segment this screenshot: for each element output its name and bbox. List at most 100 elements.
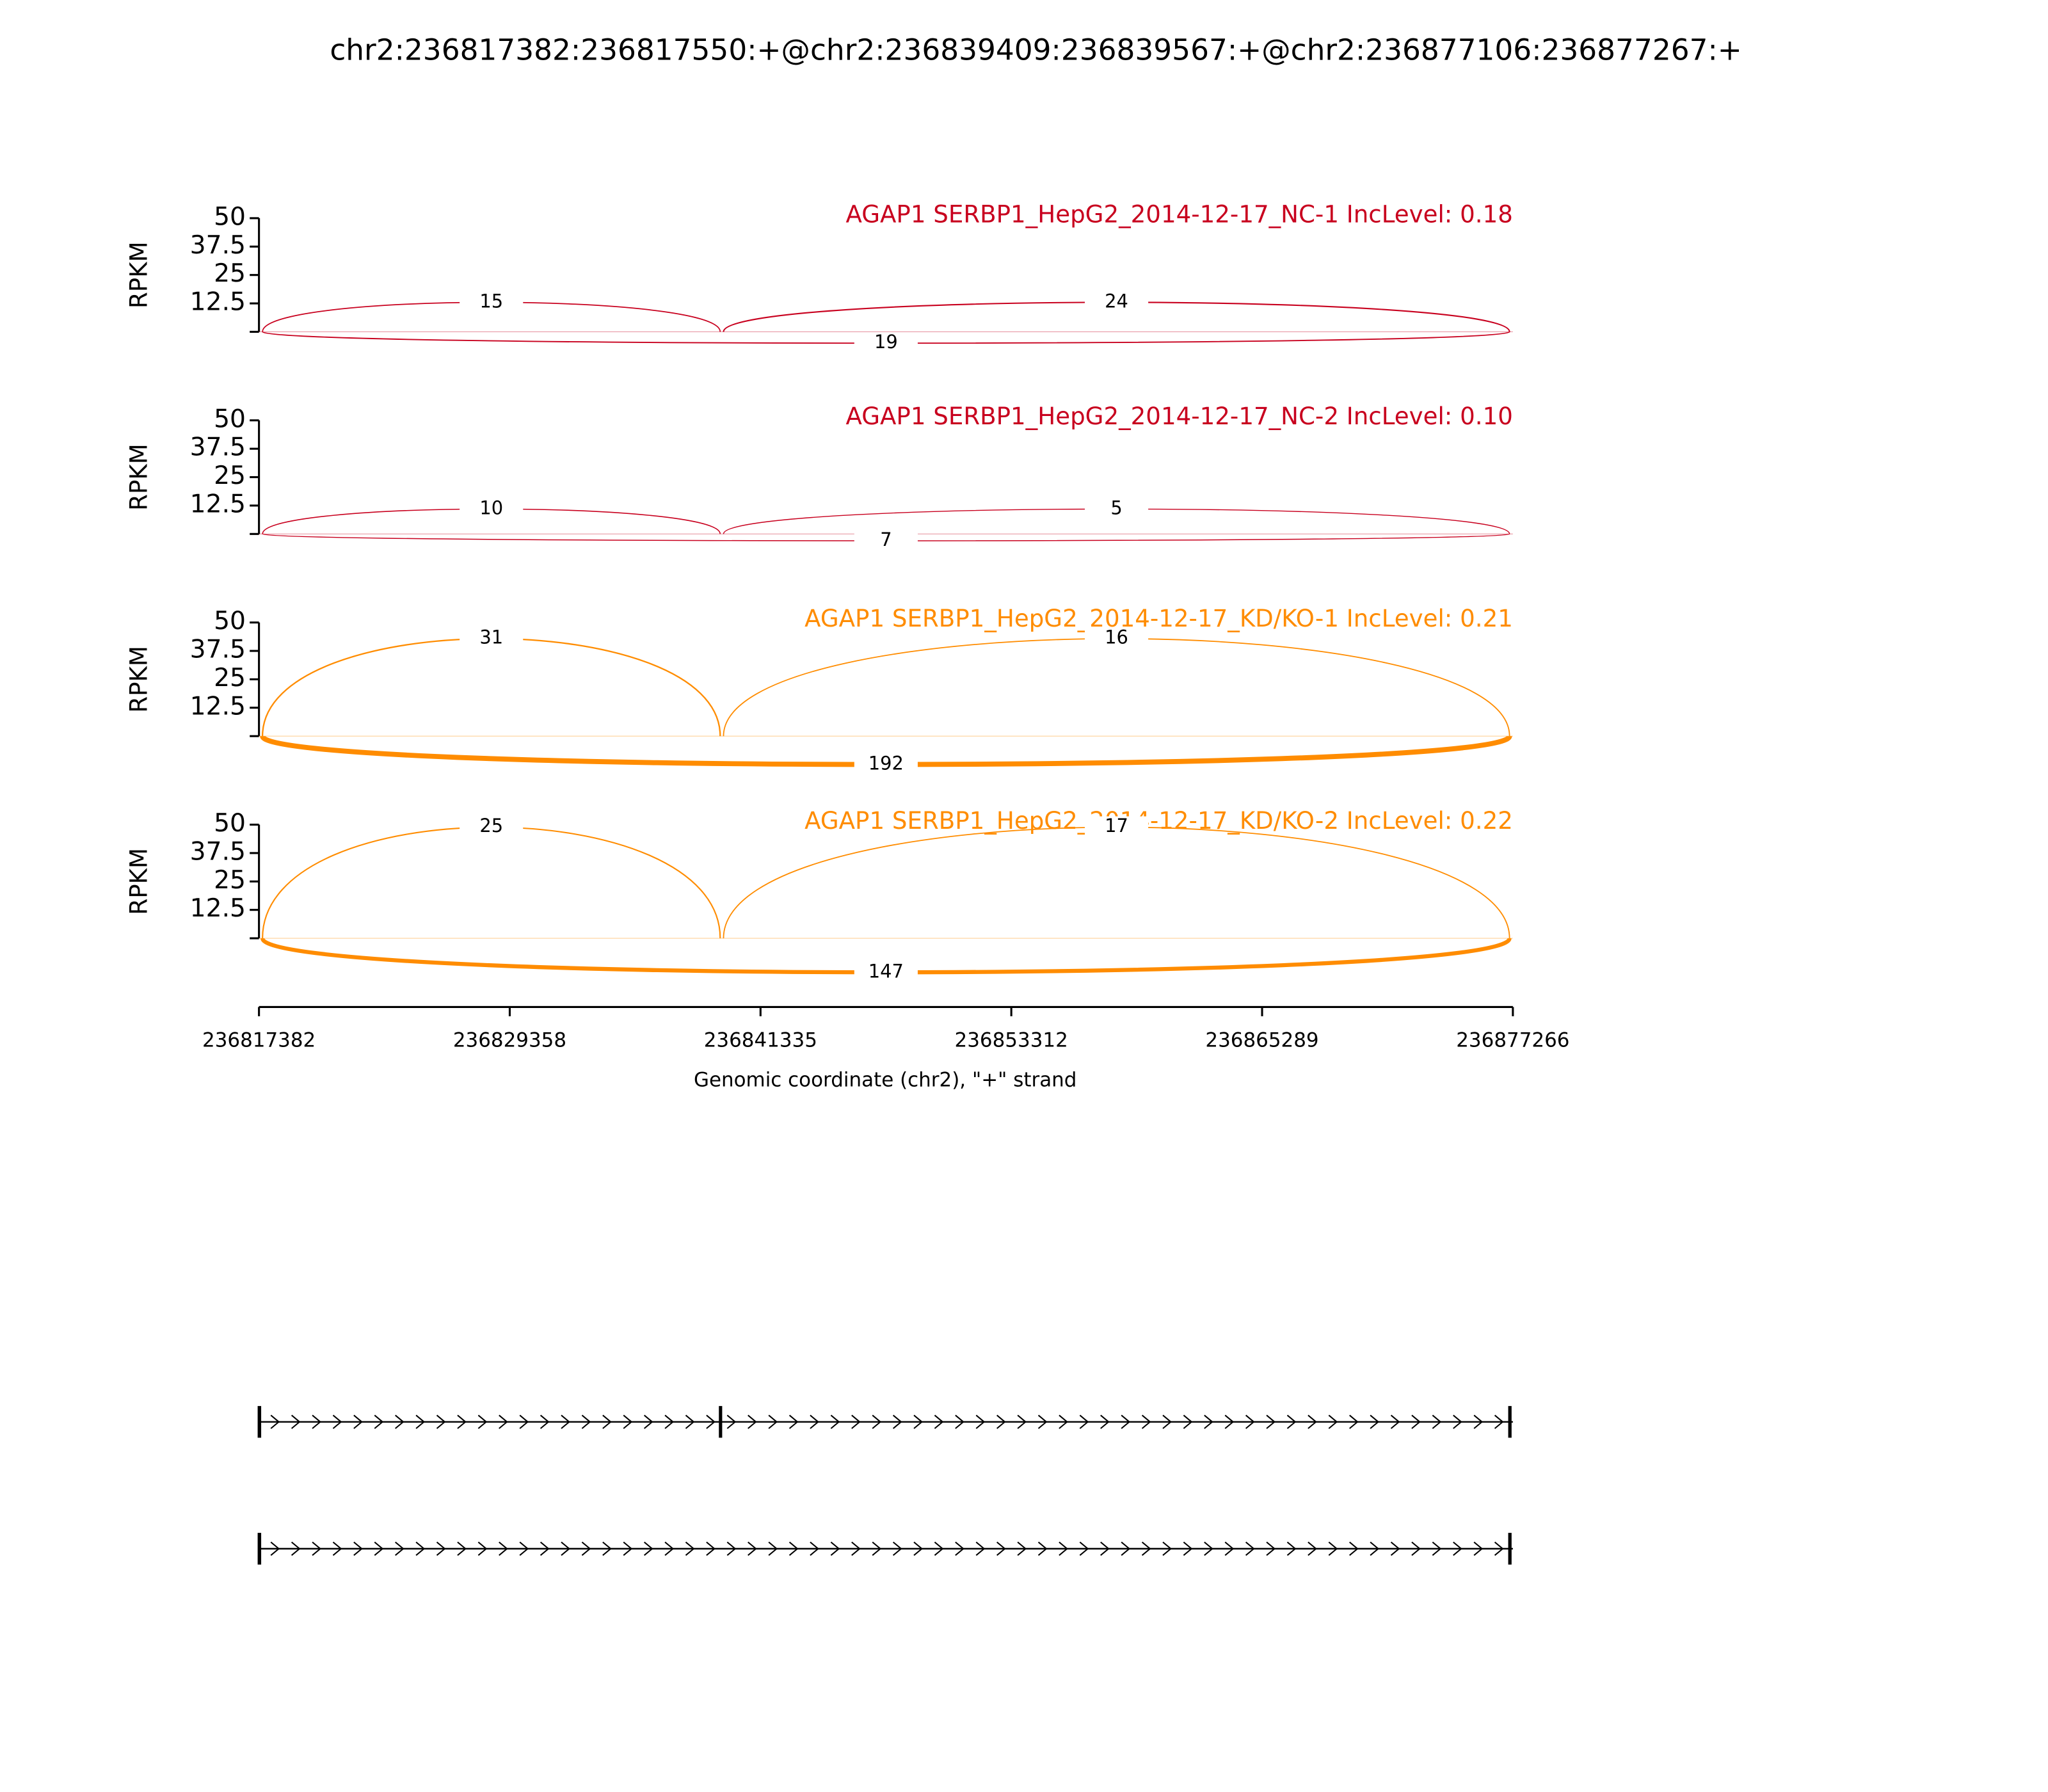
strand-arrow (1059, 1414, 1068, 1429)
strand-arrow (1286, 1541, 1297, 1556)
y-tick-label: 25 (214, 259, 246, 288)
junction-count: 25 (479, 815, 503, 836)
strand-arrow (1100, 1414, 1110, 1429)
strand-arrow (602, 1541, 612, 1556)
y-tick-label: 12.5 (190, 288, 246, 317)
panel-label: AGAP1 SERBP1_HepG2_2014-12-17_KD/KO-2 In… (804, 807, 1513, 835)
strand-arrow (1079, 1541, 1089, 1556)
y-tick-label: 50 (214, 202, 246, 231)
strand-arrow (768, 1541, 778, 1556)
strand-arrow (395, 1414, 404, 1429)
strand-arrow (1308, 1541, 1317, 1556)
strand-arrow (312, 1541, 322, 1556)
strand-arrow (664, 1414, 675, 1429)
y-axis-label: RPKM (125, 241, 152, 308)
strand-arrow (1183, 1414, 1193, 1429)
strand-arrow (996, 1414, 1006, 1429)
junction-arc (261, 637, 721, 737)
strand-arrow (955, 1541, 964, 1556)
y-tick-label: 37.5 (190, 433, 246, 462)
strand-arrow (643, 1414, 653, 1429)
junction-label-bg (854, 332, 918, 354)
junction-label-bg (460, 627, 524, 650)
strand-arrow (312, 1414, 322, 1429)
strand-arrow (623, 1414, 633, 1429)
strand-arrow (1370, 1541, 1380, 1556)
strand-arrow (519, 1541, 529, 1556)
junction-label-bg (460, 816, 524, 838)
y-axis-label: RPKM (125, 848, 152, 915)
strand-arrow (332, 1541, 342, 1556)
strand-arrow (975, 1541, 986, 1556)
junction-arc (262, 826, 721, 939)
exon (257, 1405, 262, 1438)
junction-label-bg (1085, 498, 1149, 520)
strand-arrow (561, 1414, 571, 1429)
junction-count: 192 (868, 753, 904, 774)
strand-arrow (1494, 1541, 1504, 1556)
strand-arrow (581, 1414, 591, 1429)
strand-arrow (499, 1541, 508, 1556)
strand-arrow (1204, 1541, 1213, 1556)
strand-arrow (415, 1541, 426, 1556)
strand-arrow (602, 1414, 612, 1429)
strand-arrow (1037, 1541, 1048, 1556)
y-tick-label: 25 (214, 461, 246, 490)
strand-arrow (1224, 1541, 1235, 1556)
junction-count: 7 (880, 529, 892, 550)
strand-arrow (1266, 1541, 1276, 1556)
strand-arrow (892, 1541, 902, 1556)
junction-label-bg (460, 498, 524, 520)
strand-arrow (623, 1541, 633, 1556)
strand-arrow (934, 1541, 944, 1556)
exon (257, 1533, 262, 1565)
junction-label-bg (460, 291, 524, 313)
strand-arrow (1017, 1541, 1027, 1556)
junction-count: 17 (1105, 815, 1128, 836)
strand-arrow (436, 1414, 446, 1429)
exon (1508, 1405, 1512, 1438)
strand-arrow (1079, 1414, 1089, 1429)
strand-arrow (830, 1414, 840, 1429)
y-tick-label: 37.5 (190, 837, 246, 866)
y-tick-label: 25 (214, 664, 246, 692)
y-tick-label: 37.5 (190, 636, 246, 664)
strand-arrow (830, 1541, 840, 1556)
x-axis-label: Genomic coordinate (chr2), "+" strand (694, 1069, 1076, 1092)
y-tick-label: 12.5 (190, 692, 246, 721)
strand-arrow (996, 1541, 1006, 1556)
strand-arrow (872, 1541, 882, 1556)
junction-count: 15 (479, 290, 503, 312)
junction-count: 147 (868, 960, 904, 982)
strand-arrow (1121, 1541, 1131, 1556)
strand-arrow (1121, 1414, 1131, 1429)
strand-arrow (892, 1414, 902, 1429)
strand-arrow (1224, 1414, 1235, 1429)
strand-arrow (561, 1541, 571, 1556)
junction-count: 5 (1110, 497, 1122, 518)
strand-arrow (1453, 1414, 1462, 1429)
panel-label: AGAP1 SERBP1_HepG2_2014-12-17_KD/KO-1 In… (804, 605, 1513, 632)
strand-arrow (477, 1541, 488, 1556)
junction-label-bg (1085, 627, 1149, 650)
strand-arrow (1390, 1414, 1400, 1429)
strand-arrow (1245, 1541, 1255, 1556)
strand-arrow (1059, 1541, 1068, 1556)
strand-arrow (1308, 1414, 1317, 1429)
strand-arrow (1286, 1414, 1297, 1429)
strand-arrow (706, 1414, 716, 1429)
strand-arrow (975, 1414, 986, 1429)
strand-arrow (332, 1414, 342, 1429)
junction-label-bg (854, 530, 918, 552)
x-tick-label: 236817382 (202, 1029, 316, 1052)
junction-count: 24 (1105, 290, 1128, 312)
x-tick-label: 236877266 (1456, 1029, 1569, 1052)
strand-arrow (291, 1541, 301, 1556)
strand-arrow (1453, 1541, 1462, 1556)
strand-arrow (748, 1414, 757, 1429)
strand-arrow (1245, 1414, 1255, 1429)
junction-arc (723, 638, 1510, 737)
y-tick-label: 50 (214, 404, 246, 433)
x-tick-label: 236829358 (453, 1029, 566, 1052)
strand-arrow (374, 1541, 384, 1556)
